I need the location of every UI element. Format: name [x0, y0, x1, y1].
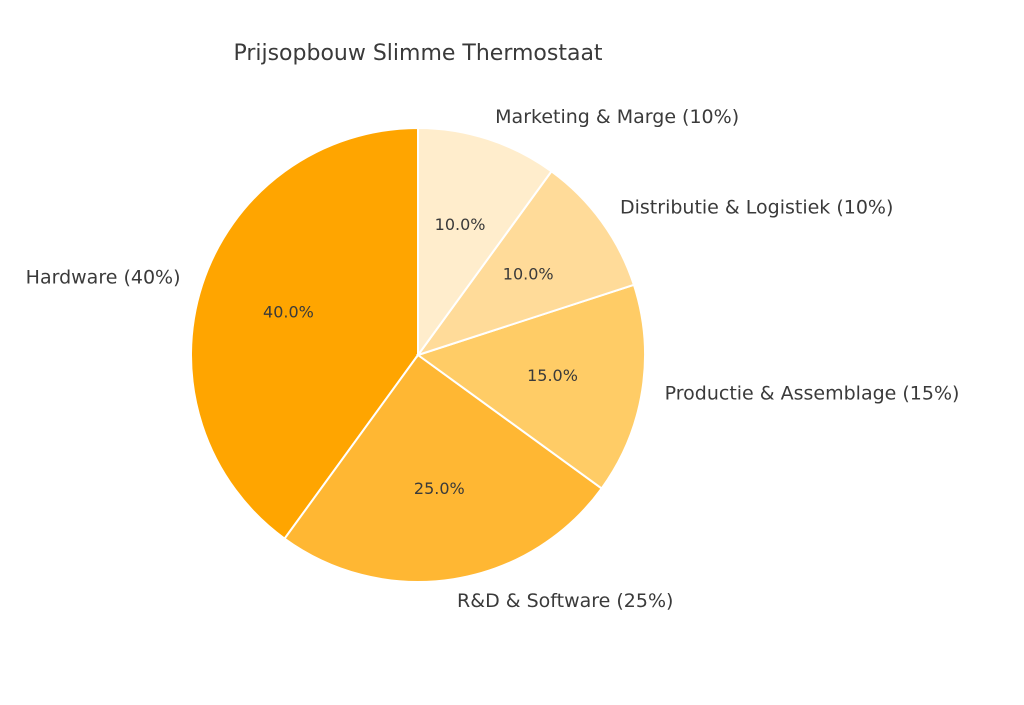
- pie-outer-label-hardware: Hardware (40%): [26, 266, 181, 288]
- pie-pct-label-r-d-software: 25.0%: [414, 479, 465, 498]
- pie-slice-hardware: [190, 126, 419, 541]
- pie-percentage-labels: 40.0% 25.0% 15.0% 10.0% 10.0%: [263, 215, 578, 498]
- pie-outer-labels: Hardware (40%) R&D & Software (25%) Produc…: [26, 106, 960, 612]
- pie-pct-label-marketing-marge: 10.0%: [435, 215, 486, 234]
- chart-title: Prijsopbouw Slimme Thermostaat: [233, 41, 602, 66]
- pie-outer-label-marketing-marge: Marketing & Marge (10%): [495, 106, 739, 128]
- pie-pct-label-productie-assemblage: 15.0%: [527, 366, 578, 385]
- pie-slices: [190, 126, 646, 583]
- pie-outer-label-distributie-logistiek: Distributie & Logistiek (10%): [620, 197, 893, 219]
- pie-outer-label-productie-assemblage: Productie & Assemblage (15%): [665, 383, 960, 405]
- pie-pct-label-hardware: 40.0%: [263, 302, 314, 321]
- pie-pct-label-distributie-logistiek: 10.0%: [503, 264, 554, 283]
- pie-slice-r-d-software: [283, 353, 604, 583]
- pie-slice-distributie-logistiek: [415, 169, 636, 357]
- pie-slice-productie-assemblage: [415, 283, 646, 490]
- pie-outer-label-r-d-software: R&D & Software (25%): [457, 590, 673, 612]
- pie-slice-marketing-marge: [417, 126, 553, 359]
